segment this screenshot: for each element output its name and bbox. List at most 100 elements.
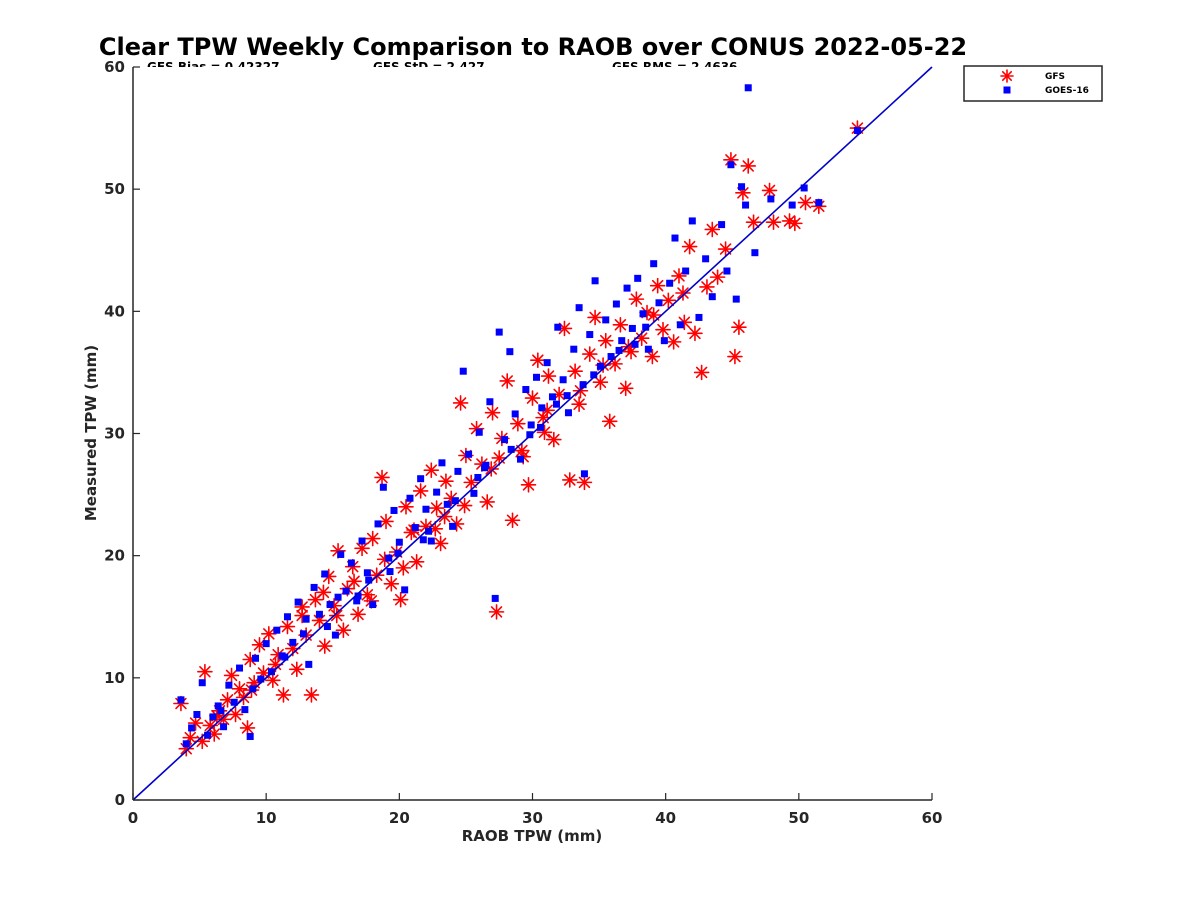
goes16-point <box>326 601 334 609</box>
goes16-point <box>433 488 441 496</box>
gfs-point-stroke <box>481 496 493 508</box>
goes16-point <box>241 706 249 714</box>
gfs-point <box>612 316 629 333</box>
goes16-point <box>374 520 382 528</box>
gfs-point <box>452 395 469 411</box>
series-gfs <box>173 120 866 757</box>
gfs-point-stroke <box>553 388 565 401</box>
goes16-point <box>486 398 494 406</box>
goes16-point <box>559 376 567 384</box>
goes16-point <box>246 732 254 740</box>
goes16-point <box>815 199 823 207</box>
gfs-point <box>617 380 634 397</box>
legend-gfs-marker-stroke <box>1001 70 1013 82</box>
x-axis-label: RAOB TPW (mm) <box>462 827 603 845</box>
goes16-point <box>220 723 228 731</box>
goes16-point <box>644 345 652 353</box>
goes16-point <box>767 195 775 203</box>
goes16-point <box>390 506 398 514</box>
gfs-point-stroke <box>376 471 388 484</box>
gfs-point <box>479 494 496 510</box>
goes16-point <box>283 613 291 621</box>
gfs-point-stroke <box>490 606 503 618</box>
goes16-point <box>401 586 409 594</box>
gfs-point <box>571 396 587 412</box>
gfs-point-stroke <box>189 717 202 729</box>
gfs-point <box>581 346 598 362</box>
gfs-point <box>676 314 693 331</box>
gfs-point-stroke <box>695 366 708 379</box>
goes16-point <box>217 707 225 715</box>
gfs-point <box>316 638 333 654</box>
data-points <box>173 84 866 757</box>
gfs-point <box>709 269 726 285</box>
goes16-point <box>252 654 260 662</box>
gfs-point <box>432 535 449 552</box>
gfs-point-stroke <box>208 728 220 740</box>
legend-label-goes-16: GOES-16 <box>1045 86 1089 96</box>
gfs-point <box>456 497 473 514</box>
goes16-point <box>564 409 572 417</box>
goes16-point <box>214 702 222 710</box>
goes16-point <box>548 393 556 401</box>
gfs-point <box>364 530 381 547</box>
gfs-point <box>665 334 682 350</box>
gfs-point-stroke <box>184 731 197 744</box>
goes16-point <box>406 494 414 502</box>
gfs-point-stroke <box>678 316 691 329</box>
gfs-point-stroke <box>317 586 330 599</box>
goes16-point <box>204 731 212 739</box>
gfs-point-stroke <box>241 722 254 734</box>
gfs-point-stroke <box>199 665 211 678</box>
goes16-point <box>281 653 289 661</box>
gfs-point-stroke <box>337 624 350 636</box>
gfs-point-stroke <box>450 518 463 530</box>
goes16-point <box>660 337 668 345</box>
gfs-point <box>675 285 691 301</box>
goes16-point <box>526 431 534 439</box>
goes16-point <box>273 626 281 634</box>
gfs-point <box>693 364 710 381</box>
goes16-point <box>682 267 690 275</box>
goes16-point <box>342 587 350 595</box>
gfs-point <box>524 390 541 406</box>
gfs-point <box>398 498 414 515</box>
gfs-point <box>350 606 366 623</box>
gfs-point-stroke <box>603 415 616 428</box>
goes16-point <box>751 249 759 257</box>
gfs-point <box>265 672 281 689</box>
gfs-point-stroke <box>348 575 360 588</box>
goes16-point <box>788 201 796 209</box>
goes16-point <box>353 597 361 605</box>
gfs-point <box>328 607 345 624</box>
gfs-point-stroke <box>397 562 410 574</box>
gfs-point-stroke <box>414 485 427 497</box>
gfs-point-stroke <box>701 281 713 293</box>
gfs-point-stroke <box>281 620 294 633</box>
gfs-point-stroke <box>574 384 587 397</box>
gfs-point <box>392 591 409 608</box>
gfs-point-stroke <box>352 608 364 621</box>
axis-ticks: 0 10 20 30 40 50 60 0 10 20 30 40 50 60 <box>104 58 942 827</box>
goes16-point <box>532 373 540 381</box>
gfs-point <box>645 307 662 323</box>
goes16-point <box>615 346 623 354</box>
gfs-point-stroke <box>667 336 680 348</box>
goes16-point <box>379 483 387 491</box>
gfs-point-stroke <box>380 515 392 528</box>
gfs-point <box>699 279 715 295</box>
goes16-point <box>727 161 735 169</box>
goes16-point <box>538 404 546 412</box>
goes16-point <box>294 598 302 606</box>
gfs-point-stroke <box>733 321 745 333</box>
gfs-point <box>761 182 778 199</box>
gfs-point <box>567 363 583 379</box>
legend-goes16-marker <box>1003 86 1011 94</box>
gfs-point-stroke <box>657 323 669 336</box>
goes16-point <box>257 675 265 683</box>
gfs-point <box>346 573 362 590</box>
y-tick-label: 60 <box>104 58 125 76</box>
goes16-point <box>305 660 313 668</box>
goes16-point <box>369 601 377 609</box>
gfs-point <box>607 356 623 372</box>
